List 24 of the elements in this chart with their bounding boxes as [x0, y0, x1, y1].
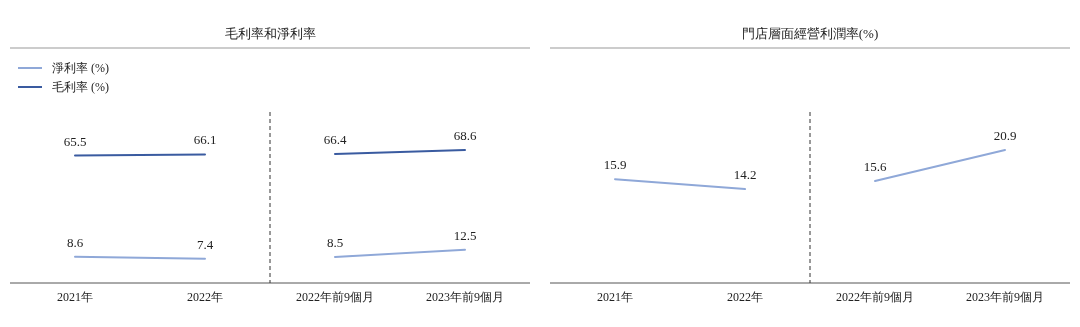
data-label: 14.2	[733, 167, 757, 183]
legend-label: 淨利率 (%)	[52, 61, 109, 75]
data-label: 15.6	[863, 158, 887, 174]
x-tick-label: 2022年	[187, 290, 223, 304]
x-tick-label: 2021年	[597, 290, 633, 304]
data-label: 68.6	[453, 128, 477, 143]
data-label: 66.1	[193, 132, 217, 148]
chart-title: 門店層面經營利潤率(%)	[741, 26, 879, 41]
data-label: 66.4	[323, 131, 347, 147]
x-tick-label: 2022年前9個月	[296, 290, 374, 304]
data-label: 12.5	[453, 227, 477, 243]
chart-title: 毛利率和淨利率	[224, 26, 316, 41]
data-label: 15.9	[603, 157, 627, 173]
x-tick-label: 2023年前9個月	[966, 290, 1044, 304]
x-tick-label: 2022年前9個月	[836, 290, 914, 304]
data-label: 20.9	[993, 128, 1017, 143]
x-tick-label: 2021年	[57, 290, 93, 304]
x-tick-label: 2022年	[727, 290, 763, 304]
data-label: 8.5	[326, 234, 344, 250]
data-label: 65.5	[63, 133, 87, 149]
data-label: 7.4	[196, 236, 214, 252]
data-label: 8.6	[66, 234, 84, 250]
legend-label: 毛利率 (%)	[52, 80, 109, 94]
x-tick-label: 2023年前9個月	[426, 290, 504, 304]
